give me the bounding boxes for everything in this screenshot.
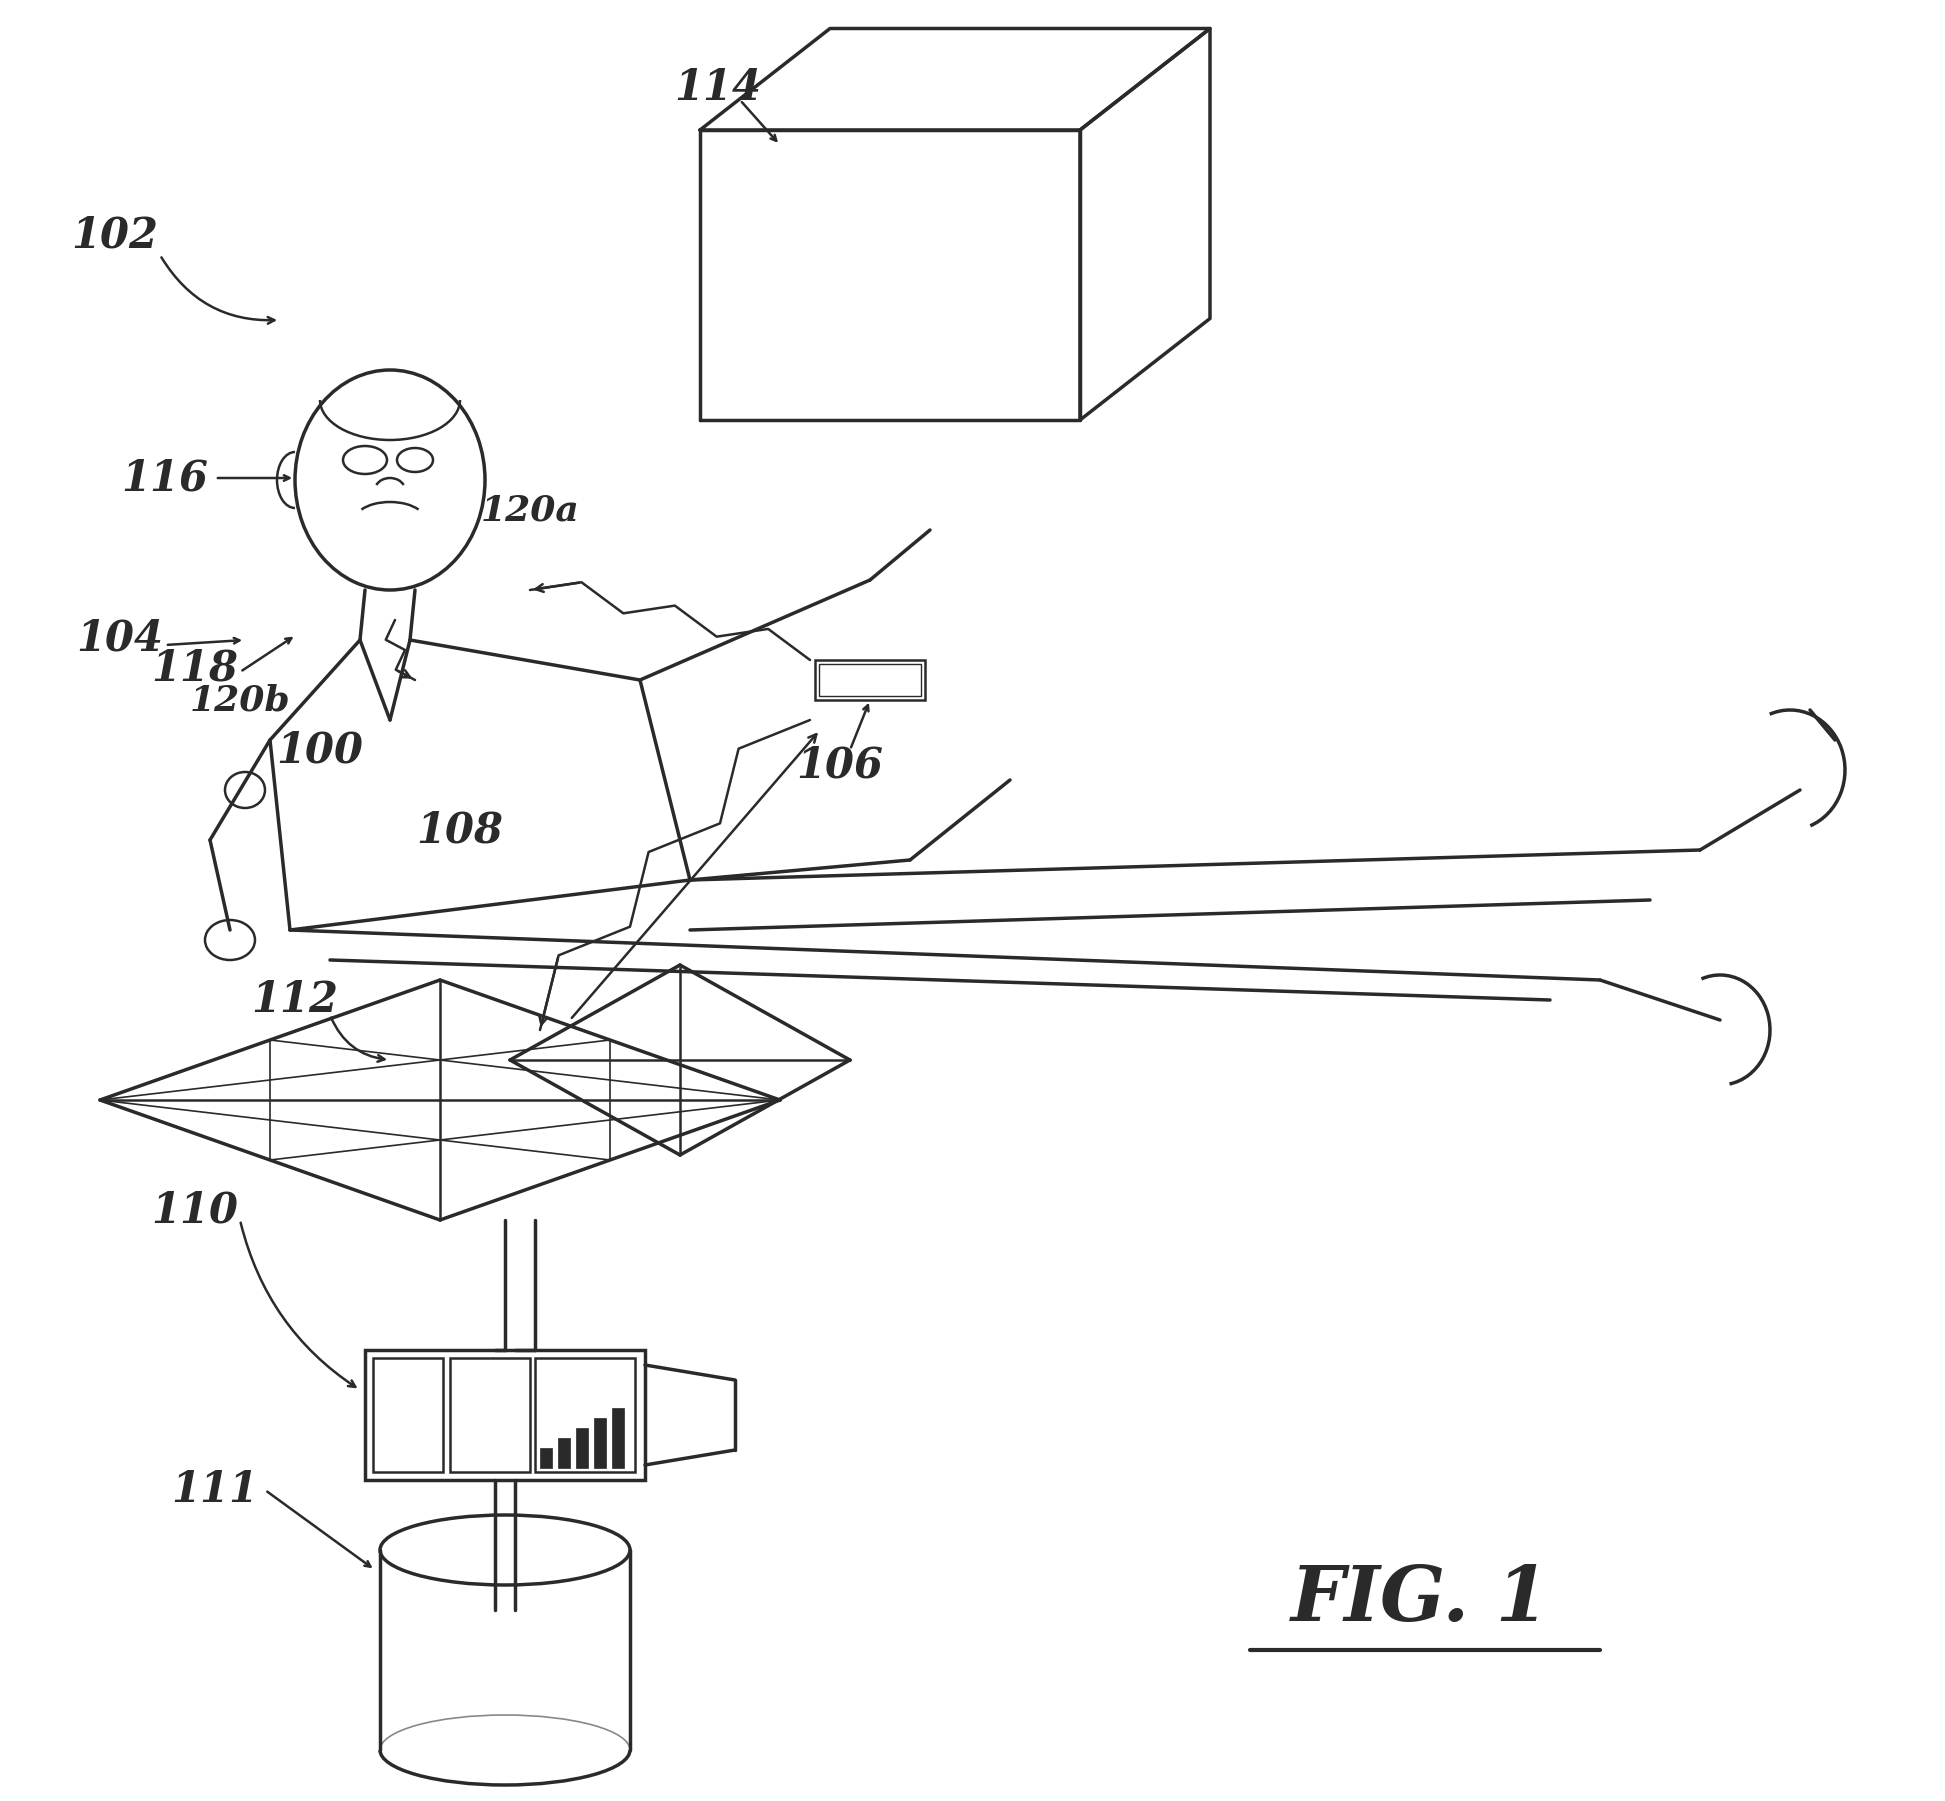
Bar [366, 1351, 646, 1480]
Bar [819, 665, 922, 695]
Bar [373, 1358, 443, 1471]
Text: 116: 116 [121, 457, 208, 499]
Bar [593, 1417, 607, 1468]
Text: 114: 114 [675, 67, 762, 110]
Text: 120a: 120a [480, 493, 580, 528]
Text: 100: 100 [276, 729, 364, 771]
Bar [558, 1437, 570, 1468]
Text: 112: 112 [251, 980, 338, 1021]
Text: 110: 110 [152, 1189, 239, 1232]
Bar [576, 1428, 587, 1468]
Bar [535, 1358, 634, 1471]
Text: 118: 118 [152, 647, 239, 690]
Bar [815, 659, 926, 701]
Text: 104: 104 [76, 618, 163, 659]
Text: 108: 108 [416, 809, 504, 852]
Bar [613, 1408, 624, 1468]
Text: 102: 102 [72, 214, 158, 256]
Text: 111: 111 [171, 1470, 259, 1511]
Text: FIG. 1: FIG. 1 [1291, 1563, 1550, 1637]
Text: 120b: 120b [191, 683, 290, 717]
Bar [449, 1358, 529, 1471]
Bar [541, 1448, 552, 1468]
Text: 106: 106 [797, 744, 883, 785]
